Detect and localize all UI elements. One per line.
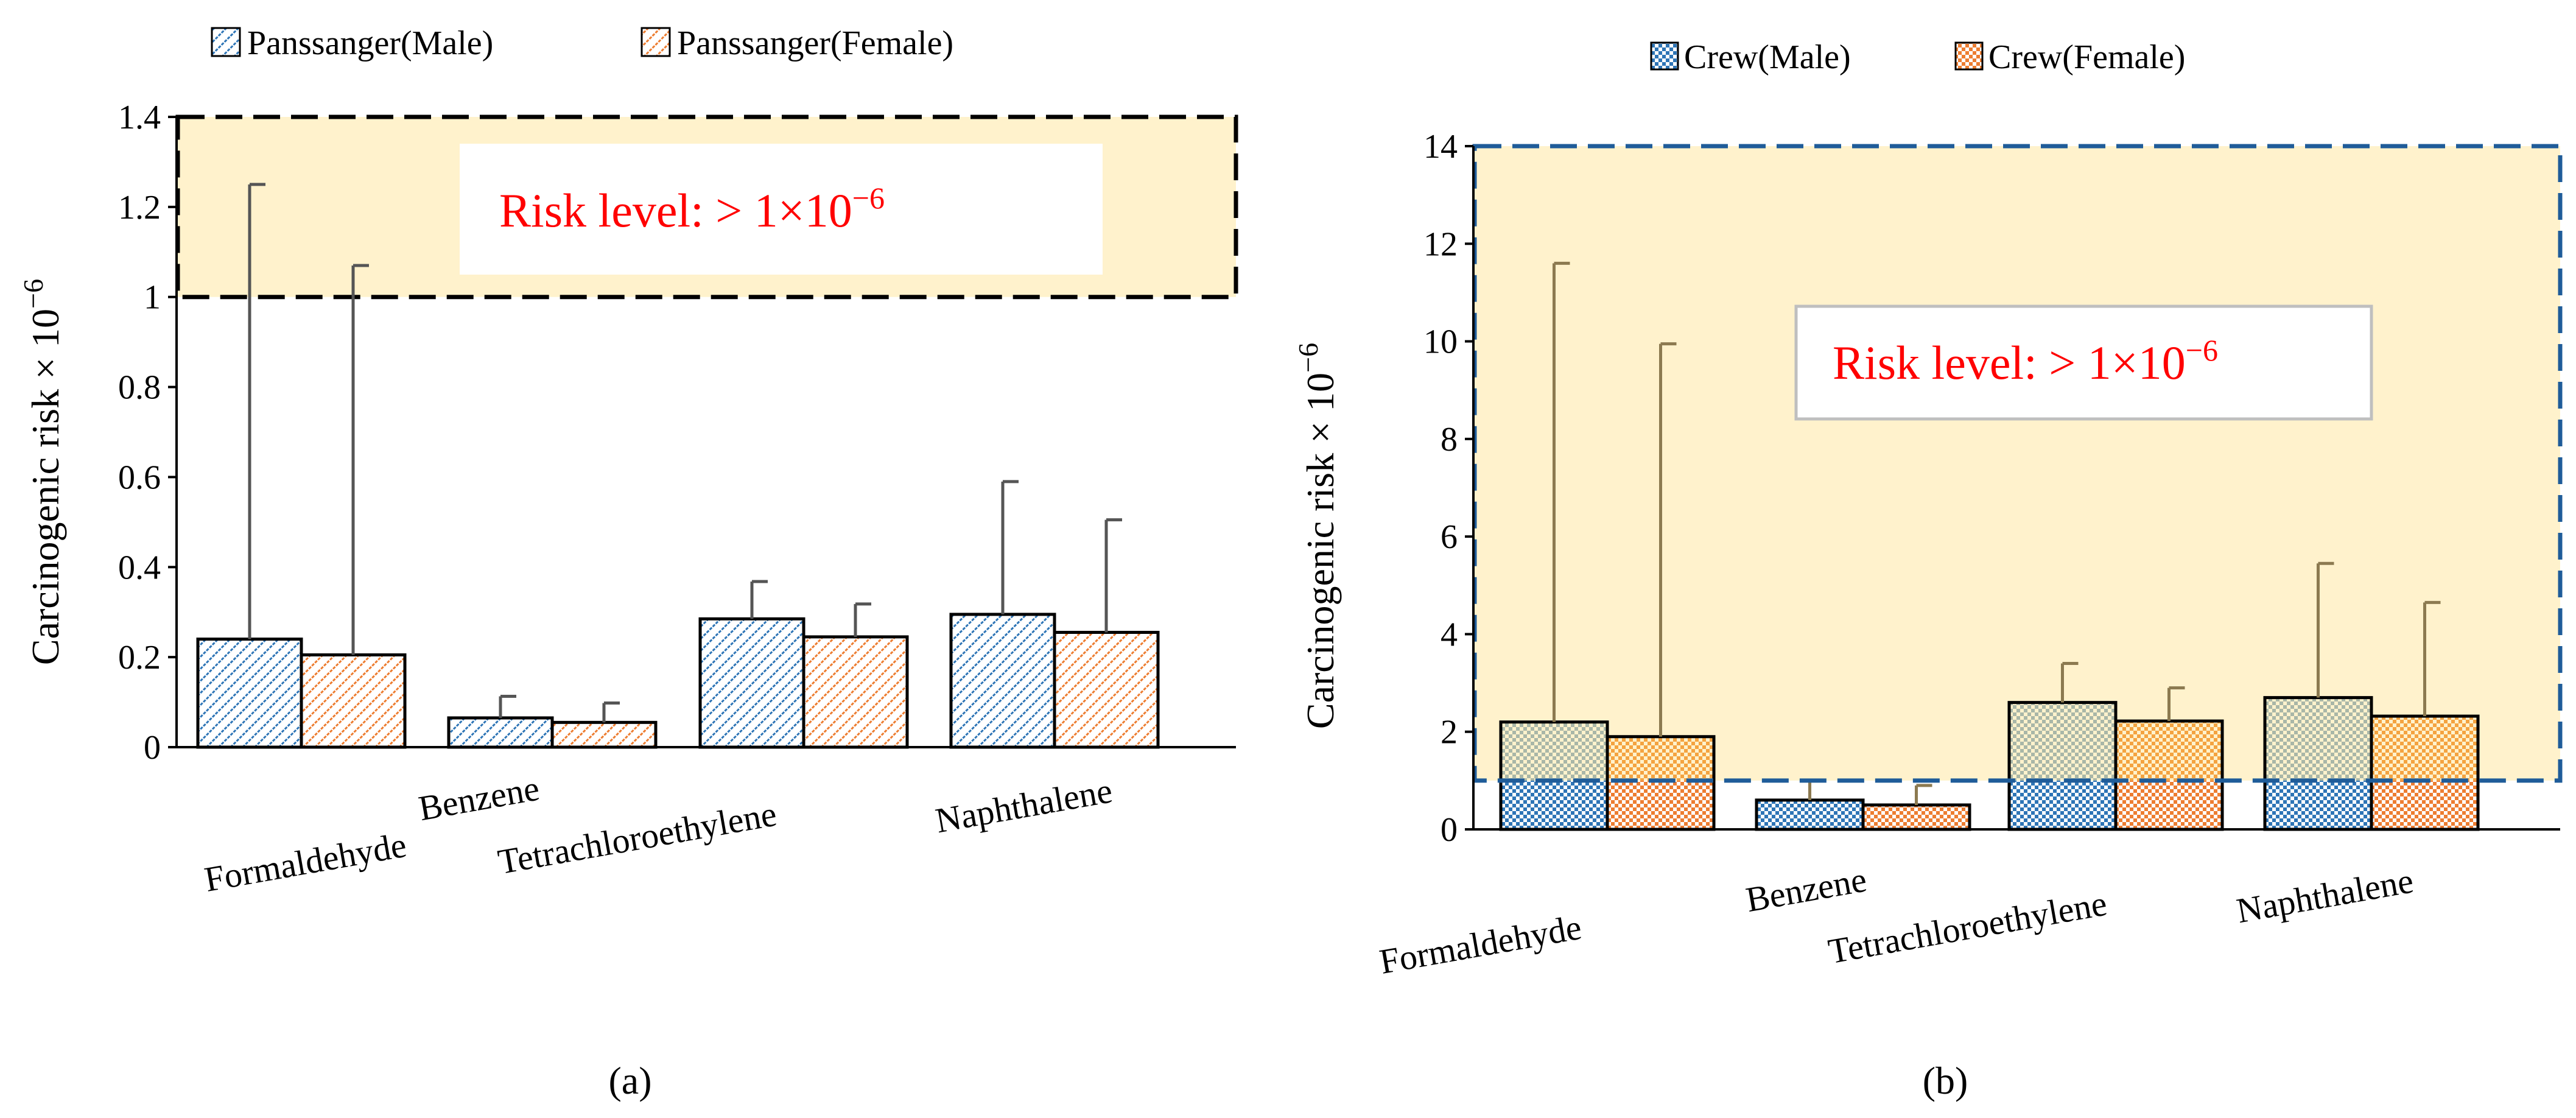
legend-swatch-panssanger-female <box>640 27 671 57</box>
bar-crew-female-benzene-fill <box>1863 804 1970 829</box>
legend-swatch-crew-female <box>1954 41 1984 71</box>
panel-b-category-benzene: Benzene <box>1743 859 1870 919</box>
panel-a-category-formaldehyde: Formaldehyde <box>202 825 409 899</box>
y-tick-label: 0 <box>144 729 161 767</box>
panel-b-category-naphthalene: Naphthalene <box>2234 860 2416 930</box>
panel-b-chart: Risk level: > 1×10−6 0 2 4 6 8 10 12 14 Carcino… <box>1293 38 2563 1102</box>
y-tick-label: 4 <box>1441 616 1458 653</box>
legend-label-crew-male: Crew(Male) <box>1684 38 1851 76</box>
y-tick-label: 10 <box>1423 323 1458 361</box>
legend-label-panssanger-male: Panssanger(Male) <box>247 24 493 62</box>
bar-crew-male-naphthalene-above-threshold <box>2265 697 2371 781</box>
bar-panssanger-male-naphthalene <box>949 613 1056 749</box>
panel-b-y-axis-label: Carcinogenic risk × 10−6 <box>1293 343 1342 729</box>
y-tick-label: 1.4 <box>118 99 161 136</box>
bar-panssanger-male-tetrachloroethylene <box>698 617 805 749</box>
y-tick-label: 0.2 <box>118 639 161 677</box>
bar-crew-male-benzene-fill <box>1757 800 1863 829</box>
bar-crew-female-naphthalene-above-threshold <box>2371 716 2478 781</box>
y-tick-label: 8 <box>1441 421 1458 459</box>
panel-a-y-axis-label: Carcinogenic risk × 10−6 <box>18 279 67 665</box>
panel-a-risk-label: Risk level: > 1×10−6 <box>499 181 885 237</box>
bar-crew-female-tetrachloroethylene-above-threshold <box>2116 721 2222 781</box>
bar-crew-female-formaldehyde-below-threshold <box>1607 780 1714 829</box>
panel-a-y-ticks: 0 0.2 0.4 0.6 0.8 1 1.2 1.4 <box>118 99 177 767</box>
y-tick-label: 2 <box>1441 714 1458 751</box>
bar-panssanger-female-tetrachloroethylene <box>802 635 909 749</box>
bar-panssanger-male-formaldehyde <box>196 638 303 749</box>
panel-b-bars <box>1499 696 2480 831</box>
panel-b-risk-label: Risk level: > 1×10−6 <box>1833 333 2218 389</box>
bar-crew-male-formaldehyde-above-threshold <box>1501 722 1607 781</box>
panel-b-risk-region <box>1475 146 2560 781</box>
panel-b-risk-label-box <box>1794 304 2373 421</box>
panel-b-legend: Crew(Male) Crew(Female) <box>1650 38 2185 76</box>
bar-panssanger-female-naphthalene <box>1053 630 1160 749</box>
y-tick-label: 14 <box>1423 128 1458 166</box>
legend-swatch-panssanger-male <box>211 27 241 57</box>
panel-a-category-naphthalene: Naphthalene <box>933 770 1115 840</box>
bar-crew-female-naphthalene-below-threshold <box>2371 780 2478 829</box>
bar-panssanger-female-formaldehyde <box>300 653 407 749</box>
bar-crew-male-formaldehyde-below-threshold <box>1501 780 1607 829</box>
bar-panssanger-male-benzene <box>447 716 554 749</box>
panel-a-chart: Risk level: > 1×10−6 0 0.2 0.4 0.6 0.8 1 1.2 1.… <box>18 24 1238 1102</box>
y-tick-label: 0 <box>1441 811 1458 849</box>
y-tick-label: 1.2 <box>118 189 161 227</box>
bar-crew-female-tetrachloroethylene-below-threshold <box>2116 780 2222 829</box>
y-tick-label: 0.4 <box>118 549 161 586</box>
panel-b-category-formaldehyde: Formaldehyde <box>1377 907 1584 982</box>
panel-b-y-ticks: 0 2 4 6 8 10 12 14 <box>1423 128 1473 849</box>
legend-label-crew-female: Crew(Female) <box>1988 38 2185 76</box>
panel-a-error-bars <box>248 183 1122 723</box>
panel-a-legend: Panssanger(Male) Panssanger(Female) <box>211 24 953 62</box>
panel-a-category-benzene: Benzene <box>416 768 542 828</box>
panel-b-label: (b) <box>1923 1059 1968 1102</box>
legend-swatch-crew-male <box>1650 41 1679 71</box>
bar-crew-female-formaldehyde-above-threshold <box>1607 736 1714 781</box>
panel-a-label: (a) <box>608 1059 651 1102</box>
bar-panssanger-female-benzene <box>550 720 658 749</box>
panel-a-risk-label-box <box>460 144 1103 275</box>
y-tick-label: 0.6 <box>118 459 161 496</box>
bar-crew-male-tetrachloroethylene-below-threshold <box>2009 780 2116 829</box>
y-tick-label: 1 <box>144 279 161 317</box>
legend-label-panssanger-female: Panssanger(Female) <box>677 24 953 62</box>
bar-crew-male-naphthalene-below-threshold <box>2265 780 2371 829</box>
bar-crew-male-tetrachloroethylene-above-threshold <box>2009 702 2116 781</box>
y-tick-label: 0.8 <box>118 369 161 407</box>
panel-b-risk-region-border <box>1472 144 2563 783</box>
y-tick-label: 6 <box>1441 518 1458 556</box>
y-tick-label: 12 <box>1423 225 1458 263</box>
panel-b-error-bars <box>1553 261 2441 805</box>
panel-a-bars <box>196 613 1160 749</box>
